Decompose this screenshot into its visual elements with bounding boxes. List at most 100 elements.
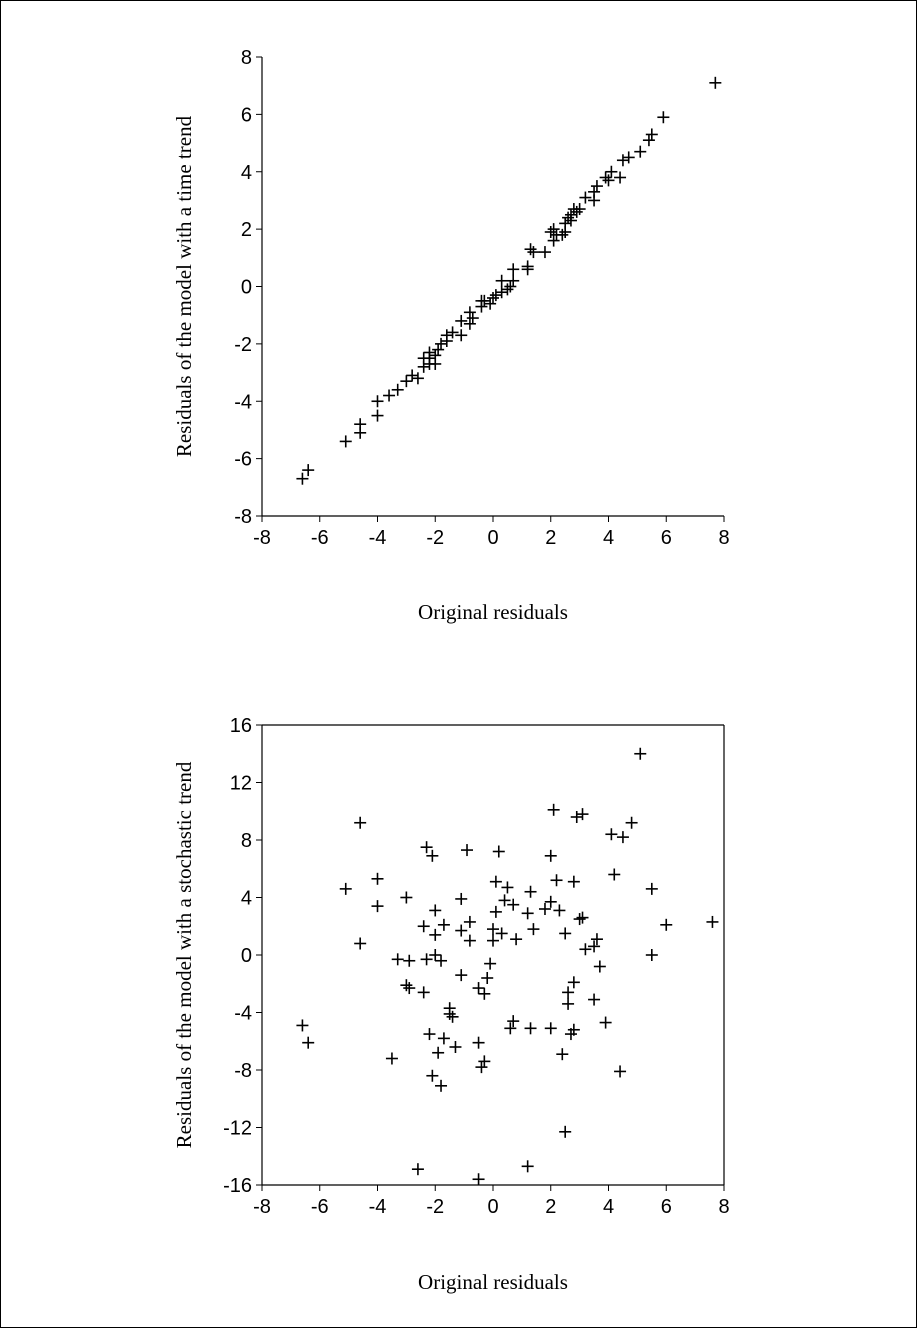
data-point — [544, 849, 557, 862]
data-point — [475, 1061, 488, 1074]
data-point — [553, 904, 566, 917]
data-point — [371, 900, 384, 913]
data-point — [478, 987, 491, 1000]
data-point — [435, 1079, 448, 1092]
data-point — [475, 300, 488, 313]
data-point — [524, 1022, 537, 1035]
data-point — [400, 891, 413, 904]
data-point — [484, 957, 497, 970]
data-point — [559, 1125, 572, 1138]
y-tick-label: -4 — [234, 391, 252, 413]
data-point — [417, 986, 430, 999]
x-tick-label: 8 — [718, 527, 729, 549]
data-point — [562, 997, 575, 1010]
data-point — [302, 1036, 315, 1049]
data-point — [440, 335, 453, 348]
data-point — [411, 1163, 424, 1176]
scatter-chart-time-trend: -8 -6 -4 -2 0 2 4 6 8 -8 -6 -4 -2 0 2 4 6 8 Original resid… — [172, 47, 730, 624]
data-point — [385, 1052, 398, 1065]
x-tick-label: -8 — [253, 1196, 271, 1218]
data-point — [429, 928, 442, 941]
data-point — [579, 191, 592, 204]
data-point — [507, 898, 520, 911]
data-point — [429, 904, 442, 917]
data-point — [302, 464, 315, 477]
y-tick-label: -4 — [234, 1003, 252, 1025]
data-point — [660, 918, 673, 931]
data-point — [709, 76, 722, 89]
data-point — [634, 747, 647, 760]
data-point — [489, 905, 502, 918]
data-point — [455, 314, 468, 327]
data-point — [466, 312, 479, 325]
data-point — [616, 154, 629, 167]
y-tick-label: 8 — [241, 47, 252, 69]
data-point — [432, 1046, 445, 1059]
data-point — [602, 174, 615, 187]
data-point — [564, 214, 577, 227]
data-point — [420, 841, 433, 854]
data-point — [371, 872, 384, 885]
data-point — [455, 924, 468, 937]
y-axis-label: Residuals of the model with a time trend — [172, 115, 196, 457]
data-point — [455, 329, 468, 342]
data-point — [354, 426, 367, 439]
data-point — [706, 915, 719, 928]
data-point — [599, 171, 612, 184]
data-point — [463, 934, 476, 947]
data-point — [400, 375, 413, 388]
x-tick-label: 0 — [487, 1196, 498, 1218]
data-point — [527, 246, 540, 259]
x-tick-label: -4 — [369, 1196, 387, 1218]
data-point — [527, 923, 540, 936]
data-point — [556, 1048, 569, 1061]
x-tick-label: -6 — [311, 527, 329, 549]
data-point — [570, 811, 583, 823]
data-point — [446, 1010, 459, 1023]
data-point — [504, 280, 517, 293]
data-point — [501, 881, 514, 894]
y-tick-label: 0 — [241, 945, 252, 967]
data-point — [645, 949, 658, 961]
x-tick-label: 0 — [487, 527, 498, 549]
data-point — [559, 225, 572, 238]
data-point — [573, 913, 586, 926]
data-point — [481, 972, 494, 984]
data-point — [547, 803, 560, 816]
y-tick-label: -6 — [234, 449, 252, 471]
data-point — [576, 911, 589, 924]
data-point — [510, 933, 523, 946]
data-point — [371, 409, 384, 422]
y-tick-label: -12 — [223, 1118, 252, 1140]
data-point — [420, 953, 433, 966]
y-tick-label: 4 — [241, 162, 252, 184]
data-point — [608, 868, 621, 881]
data-point — [455, 969, 468, 982]
data-point — [435, 337, 448, 350]
data-point — [296, 1019, 309, 1032]
data-point — [507, 274, 520, 287]
data-point — [614, 1065, 627, 1078]
data-point — [605, 165, 618, 178]
y-tick-label: -16 — [223, 1175, 252, 1197]
data-point — [593, 960, 606, 973]
data-point — [625, 816, 638, 829]
data-point — [588, 940, 601, 953]
data-point — [564, 1028, 577, 1041]
x-tick-label: -4 — [369, 527, 387, 549]
data-point — [562, 211, 575, 224]
data-point — [495, 274, 508, 287]
data-point — [642, 134, 655, 147]
data-point — [645, 128, 658, 141]
data-point — [426, 849, 439, 862]
data-point — [521, 263, 534, 276]
data-point — [567, 976, 580, 989]
data-point — [492, 845, 505, 858]
x-tick-label: 8 — [718, 1196, 729, 1218]
data-point — [538, 903, 551, 915]
y-tick-label: 2 — [241, 219, 252, 241]
y-tick-label: 0 — [241, 277, 252, 299]
data-point — [622, 151, 635, 164]
data-point — [487, 934, 499, 947]
